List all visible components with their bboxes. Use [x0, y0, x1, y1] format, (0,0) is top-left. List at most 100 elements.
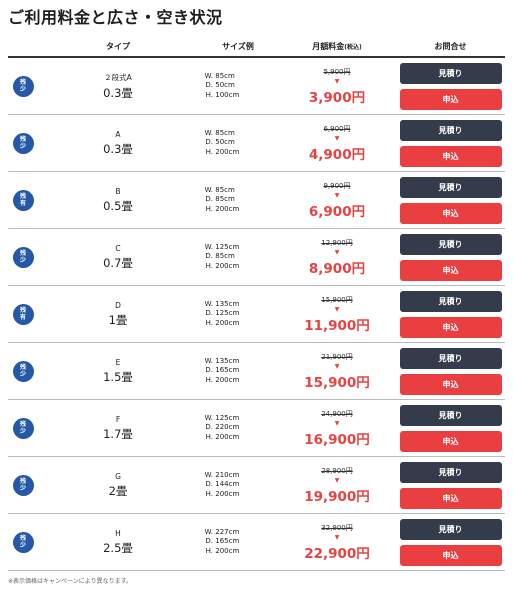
- height-value: 200cm: [215, 375, 240, 384]
- table-row: 残少 E 1.5畳 W. 135cm D. 165cm H. 200cm 21,…: [8, 343, 505, 400]
- quote-button[interactable]: 見積り: [399, 176, 502, 198]
- header-price: 月額料金(税込): [312, 41, 362, 51]
- unit-dimensions: W. 125cm D. 220cm H. 200cm: [204, 413, 240, 441]
- availability-badge: 残少: [12, 417, 34, 439]
- unit-dimensions: W. 210cm D. 144cm H. 200cm: [204, 470, 240, 498]
- header-size: サイズ例: [222, 41, 254, 51]
- apply-button[interactable]: 申込: [399, 316, 502, 338]
- apply-button[interactable]: 申込: [399, 145, 502, 167]
- table-row: 残少 C 0.7畳 W. 125cm D. 85cm H. 200cm 12,9…: [8, 229, 505, 286]
- depth-value: 125cm: [215, 309, 240, 318]
- quote-button[interactable]: 見積り: [399, 461, 502, 483]
- availability-badge: 残少: [12, 531, 34, 553]
- quote-button[interactable]: 見積り: [399, 347, 502, 369]
- unit-area: 0.7畳: [103, 255, 133, 270]
- availability-badge: 残有: [12, 303, 34, 325]
- depth-value: 165cm: [215, 366, 240, 375]
- regular-price: 28,900円: [321, 466, 353, 475]
- unit-area: 0.3畳: [103, 85, 133, 100]
- availability-badge: 残少: [12, 246, 34, 268]
- regular-price: 21,900円: [321, 352, 353, 361]
- apply-button[interactable]: 申込: [399, 88, 502, 110]
- down-arrow-icon: ▼: [334, 248, 340, 256]
- down-arrow-icon: ▼: [334, 362, 340, 370]
- quote-button[interactable]: 見積り: [399, 290, 502, 312]
- unit-type: D: [115, 300, 121, 310]
- apply-button[interactable]: 申込: [399, 259, 502, 281]
- regular-price: 9,900円: [323, 181, 351, 190]
- unit-area: 2畳: [108, 483, 128, 498]
- table-row: 残少 F 1.7畳 W. 125cm D. 220cm H. 200cm 24,…: [8, 400, 505, 457]
- regular-price: 24,900円: [321, 409, 353, 418]
- header-contact: お問合せ: [434, 41, 467, 51]
- availability-badge: 残少: [12, 360, 34, 382]
- campaign-price: 4,900円: [308, 146, 366, 163]
- down-arrow-icon: ▼: [334, 533, 340, 541]
- down-arrow-icon: ▼: [334, 476, 340, 484]
- availability-badge: 残少: [12, 474, 34, 496]
- campaign-price: 22,900円: [304, 545, 370, 562]
- quote-button[interactable]: 見積り: [399, 518, 502, 540]
- depth-value: 144cm: [215, 480, 240, 489]
- unit-type: E: [115, 357, 121, 367]
- height-value: 100cm: [215, 90, 240, 99]
- width-value: 135cm: [215, 356, 240, 365]
- table-row: 残少 G 2畳 W. 210cm D. 144cm H. 200cm 28,90…: [8, 457, 505, 514]
- unit-area: 1.5畳: [103, 369, 133, 384]
- unit-type: G: [115, 471, 121, 481]
- pricing-table: タイプ サイズ例 月額料金(税込) お問合せ 残少 ２段式A 0.3畳 W. 8…: [8, 36, 505, 571]
- unit-dimensions: W. 135cm D. 125cm H. 200cm: [204, 299, 240, 327]
- table-row: 残有 B 0.5畳 W. 85cm D. 85cm H. 200cm 9,900…: [8, 172, 505, 229]
- unit-dimensions: W. 125cm D. 85cm H. 200cm: [204, 242, 240, 270]
- table-header: タイプ サイズ例 月額料金(税込) お問合せ: [8, 36, 505, 58]
- regular-price: 12,900円: [321, 238, 353, 247]
- table-row: 残有 D 1畳 W. 135cm D. 125cm H. 200cm 15,90…: [8, 286, 505, 343]
- quote-button[interactable]: 見積り: [399, 62, 502, 84]
- table-row: 残少 A 0.3畳 W. 85cm D. 50cm H. 200cm 6,900…: [8, 115, 505, 172]
- width-value: 227cm: [215, 527, 240, 536]
- down-arrow-icon: ▼: [334, 134, 340, 142]
- campaign-price: 11,900円: [304, 317, 370, 334]
- depth-value: 85cm: [215, 195, 235, 204]
- quote-button[interactable]: 見積り: [399, 233, 502, 255]
- width-value: 135cm: [215, 299, 240, 308]
- campaign-price: 3,900円: [308, 89, 366, 106]
- down-arrow-icon: ▼: [334, 305, 340, 313]
- width-value: 125cm: [215, 413, 240, 422]
- unit-dimensions: W. 135cm D. 165cm H. 200cm: [204, 356, 240, 384]
- apply-button[interactable]: 申込: [399, 487, 502, 509]
- quote-button[interactable]: 見積り: [399, 119, 502, 141]
- unit-type: F: [115, 414, 121, 424]
- campaign-price: 19,900円: [304, 488, 370, 505]
- height-value: 200cm: [215, 489, 240, 498]
- depth-value: 220cm: [215, 423, 240, 432]
- header-type: タイプ: [106, 41, 130, 51]
- regular-price: 6,900円: [323, 124, 351, 133]
- apply-button[interactable]: 申込: [399, 202, 502, 224]
- availability-badge: 残少: [12, 75, 34, 97]
- unit-area: 1畳: [108, 312, 128, 327]
- depth-value: 85cm: [215, 252, 235, 261]
- depth-value: 165cm: [215, 537, 240, 546]
- width-value: 125cm: [215, 242, 240, 251]
- width-value: 85cm: [215, 71, 235, 80]
- unit-dimensions: W. 85cm D. 85cm H. 200cm: [204, 185, 240, 213]
- down-arrow-icon: ▼: [334, 191, 340, 199]
- regular-price: 5,900円: [323, 67, 351, 76]
- quote-button[interactable]: 見積り: [399, 404, 502, 426]
- unit-type: H: [115, 528, 121, 538]
- width-value: 210cm: [215, 470, 240, 479]
- apply-button[interactable]: 申込: [399, 373, 502, 395]
- width-value: 85cm: [215, 128, 235, 137]
- down-arrow-icon: ▼: [334, 419, 340, 427]
- unit-dimensions: W. 227cm D. 165cm H. 200cm: [204, 527, 240, 555]
- unit-dimensions: W. 85cm D. 50cm H. 200cm: [204, 128, 240, 156]
- unit-area: 0.3畳: [103, 141, 133, 156]
- apply-button[interactable]: 申込: [399, 430, 502, 452]
- apply-button[interactable]: 申込: [399, 544, 502, 566]
- height-value: 200cm: [215, 318, 240, 327]
- campaign-price: 15,900円: [304, 374, 370, 391]
- height-value: 200cm: [215, 147, 240, 156]
- unit-type: ２段式A: [104, 72, 132, 82]
- unit-dimensions: W. 85cm D. 50cm H. 100cm: [204, 71, 240, 99]
